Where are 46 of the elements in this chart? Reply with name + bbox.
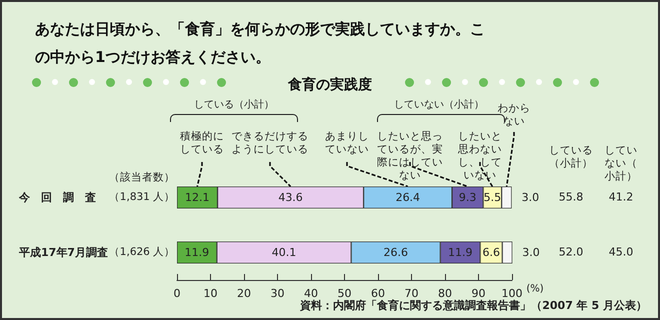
text: （1,831 人）	[108, 191, 176, 203]
text: 45.0	[608, 246, 634, 258]
text: 積極的にしている	[180, 130, 224, 156]
x-tick-label: 30	[270, 287, 284, 300]
text: していない（小計）	[604, 144, 638, 182]
x-tick-label: 40	[304, 287, 318, 300]
data-label: 43.6	[278, 191, 303, 204]
text: できるだけするようにしている	[232, 130, 308, 156]
x-tick-label: 70	[404, 287, 418, 300]
text: わからない	[498, 102, 530, 128]
series-label: したいと思っているが、実際にはしていない	[377, 130, 443, 182]
chart-subtitle: 食育の実践度	[287, 76, 372, 93]
x-axis-title: (%)	[526, 284, 544, 294]
text: 41.2	[608, 190, 634, 204]
x-tick-label: 80	[438, 287, 452, 300]
x-tick-label: 60	[371, 287, 385, 300]
data-label: 40.1	[272, 246, 296, 259]
data-label: 3.0	[522, 246, 540, 259]
x-tick-label: 100	[502, 287, 522, 300]
data-label: 12.1	[185, 191, 210, 204]
text: 52.0	[558, 246, 584, 258]
chart-title: あなたは日頃から、「食育」を何らかの形で実践していますか。この中から1つだけお答えください。	[35, 20, 485, 66]
text: していない（小計）	[394, 98, 484, 110]
y-tick-label: 平成17年7月調査	[18, 246, 108, 259]
x-tick-label: 90	[472, 287, 486, 300]
y-tick-label: 今 回 調 査	[18, 191, 96, 204]
data-label: 11.9	[184, 246, 210, 259]
text: 資料：内閣府「食育に関する意識調査報告書」（2007 年 5 月公表）	[299, 299, 647, 312]
x-tick-label: 0	[174, 287, 180, 300]
text: している（小計）	[194, 98, 274, 110]
text: （1,626 人）	[108, 246, 176, 258]
data-label: 9.3	[458, 191, 476, 204]
x-tick-label: 50	[338, 287, 352, 300]
data-label: 6.6	[482, 246, 500, 259]
data-label: 11.9	[448, 246, 472, 259]
data-label: 26.6	[384, 246, 408, 259]
data-label: 3.0	[522, 191, 540, 204]
x-tick-label: 20	[237, 287, 251, 300]
x-tick-label: 10	[204, 287, 218, 300]
text: している（小計）	[549, 144, 593, 170]
data-label: 26.4	[396, 191, 420, 204]
text: あまりしていない	[325, 130, 369, 156]
text: （該当者数）	[109, 170, 175, 184]
text: 55.8	[558, 190, 584, 204]
data-label: 5.5	[484, 191, 502, 204]
series-label: したいと思わないし、していない	[457, 130, 502, 182]
